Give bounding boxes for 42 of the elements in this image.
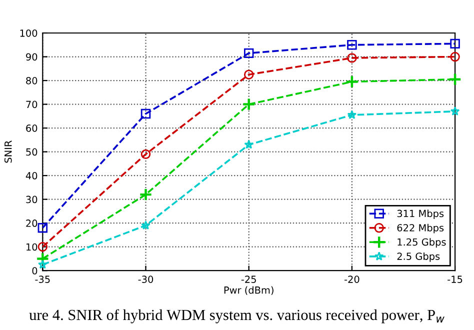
point bbox=[242, 98, 256, 111]
point bbox=[36, 252, 50, 266]
y-tick-label: 20 bbox=[26, 220, 38, 227]
y-axis-title: SNIR bbox=[4, 140, 12, 163]
point bbox=[38, 222, 48, 233]
point bbox=[448, 72, 462, 86]
point bbox=[347, 53, 357, 63]
y-tick-label: 100 bbox=[20, 29, 38, 37]
point bbox=[450, 52, 460, 62]
y-tick-label: 30 bbox=[26, 196, 38, 204]
x-axis-title: Pwr (dBm) bbox=[224, 286, 274, 295]
point bbox=[244, 140, 254, 149]
text: ure 4. SNIR of hybrid WDM system vs. various received power, P$_{w}$ bbox=[29, 309, 444, 324]
y-tick-label: 40 bbox=[26, 172, 38, 180]
legend-label: 622 Mbps bbox=[397, 224, 444, 234]
point bbox=[140, 149, 151, 160]
y-tick-label: 70 bbox=[26, 100, 38, 108]
x-tick-label: -30 bbox=[138, 276, 154, 283]
legend-label: 311 Mbps bbox=[397, 210, 444, 220]
y-tick-label: 90 bbox=[26, 53, 38, 61]
point bbox=[141, 220, 150, 230]
x-tick-label: -20 bbox=[344, 276, 360, 283]
point bbox=[244, 48, 254, 58]
point bbox=[347, 110, 357, 120]
point bbox=[450, 106, 460, 116]
x-tick-label: -25 bbox=[241, 276, 256, 283]
y-tick-label: 0 bbox=[32, 267, 38, 274]
point bbox=[38, 242, 48, 252]
y-tick-label: 60 bbox=[26, 124, 38, 132]
y-tick-label: 80 bbox=[26, 77, 38, 84]
point bbox=[450, 38, 460, 49]
point bbox=[347, 40, 357, 50]
legend-label: 2.5 Gbps bbox=[397, 252, 440, 262]
x-tick-label: -35 bbox=[35, 276, 50, 283]
point bbox=[140, 108, 151, 119]
point bbox=[345, 75, 359, 88]
x-tick-label: -15 bbox=[448, 276, 462, 283]
legend-label: 1.25 Gbps bbox=[398, 238, 446, 248]
point bbox=[244, 70, 254, 80]
point bbox=[139, 188, 152, 202]
y-tick-label: 50 bbox=[26, 148, 38, 156]
y-tick-label: 10 bbox=[26, 243, 38, 251]
